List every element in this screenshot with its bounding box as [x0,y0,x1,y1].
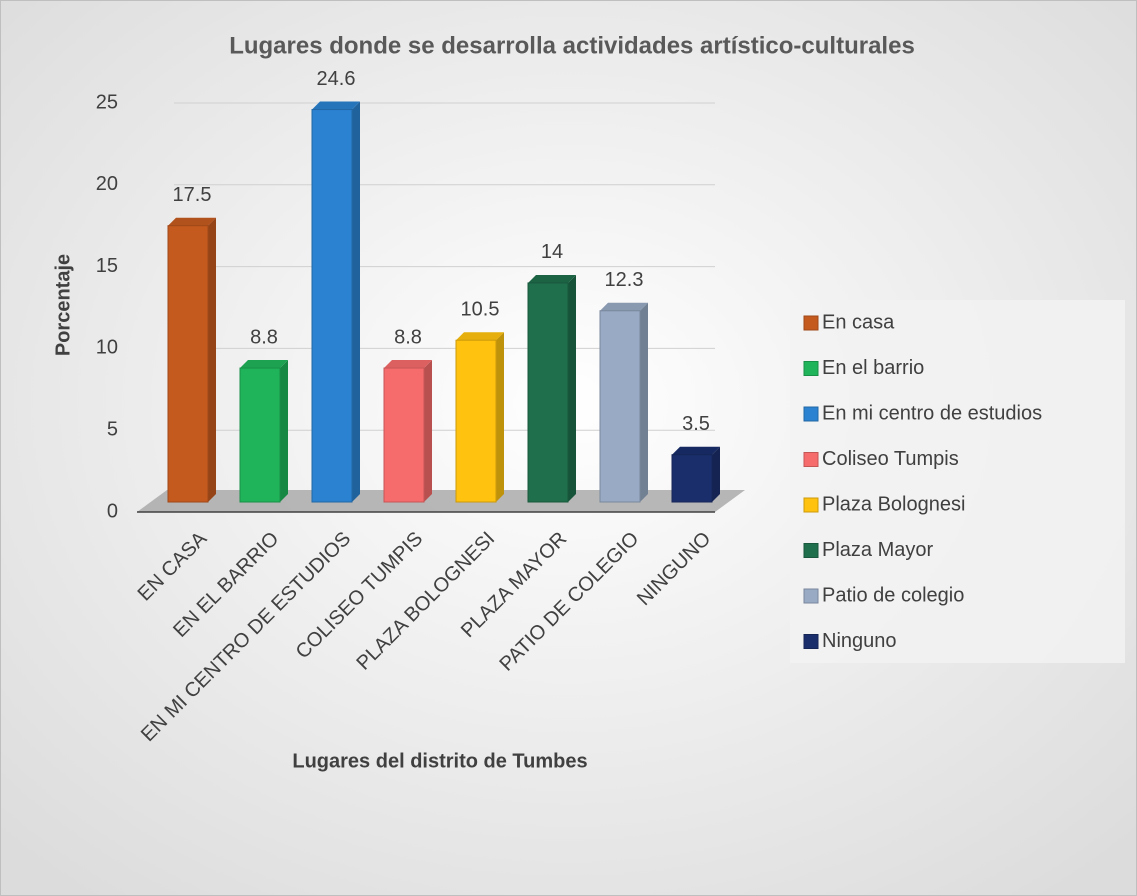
legend-label: En mi centro de estudios [822,402,1042,424]
y-tick-label: 25 [96,91,118,113]
data-label: 17.5 [173,184,212,206]
bar-top [168,217,216,226]
bar [311,109,353,503]
data-label: 8.8 [250,326,278,348]
legend-swatch [803,497,819,513]
bar-side [280,360,288,502]
legend-swatch [803,361,819,376]
data-label: 14 [541,241,563,263]
legend-swatch [803,634,819,649]
chart-title: Lugares donde se desarrolla actividades … [229,32,915,59]
bar [239,367,281,503]
y-tick-label: 20 [96,173,118,195]
bar-top [240,360,288,369]
bar [671,454,713,503]
y-tick-label: 15 [96,255,118,277]
bar-top [528,274,576,283]
legend-swatch [803,315,819,331]
bar-top [600,302,648,311]
legend-label: Plaza Bolognesi [822,493,965,515]
bar-side [496,332,504,502]
floor [137,490,745,512]
bar-side [424,360,432,502]
bar [167,225,209,503]
legend [790,300,1125,663]
bar [599,310,641,503]
bar [455,339,497,503]
bar [527,282,569,503]
legend-label: Ninguno [822,630,897,652]
legend-swatch [803,588,819,604]
bar-top [384,360,432,369]
bar-side [640,302,648,502]
data-label: 24.6 [317,68,356,90]
legend-label: En el barrio [822,357,924,379]
y-tick-label: 10 [96,337,118,359]
bar-side [352,101,360,502]
legend-label: Patio de colegio [822,584,964,606]
bar-side [208,217,216,502]
data-label: 3.5 [682,413,710,435]
bar-top [456,332,504,341]
y-axis-label: Porcentaje [52,254,74,356]
y-tick-label: 5 [107,418,118,440]
data-label: 12.3 [605,269,644,291]
x-axis-label: Lugares del distrito de Tumbes [292,750,587,772]
legend-swatch [803,543,819,558]
data-label: 10.5 [461,299,500,321]
bar-top [312,101,360,110]
bar-side [712,446,720,502]
legend-swatch [803,452,819,467]
bar-side [568,274,576,502]
legend-label: Coliseo Tumpis [822,448,959,470]
legend-label: En casa [822,311,895,333]
y-tick-label: 0 [107,500,118,522]
legend-label: Plaza Mayor [822,539,933,561]
bar-top [672,446,720,455]
bar [383,367,425,503]
legend-swatch [803,406,819,422]
data-label: 8.8 [394,326,422,348]
